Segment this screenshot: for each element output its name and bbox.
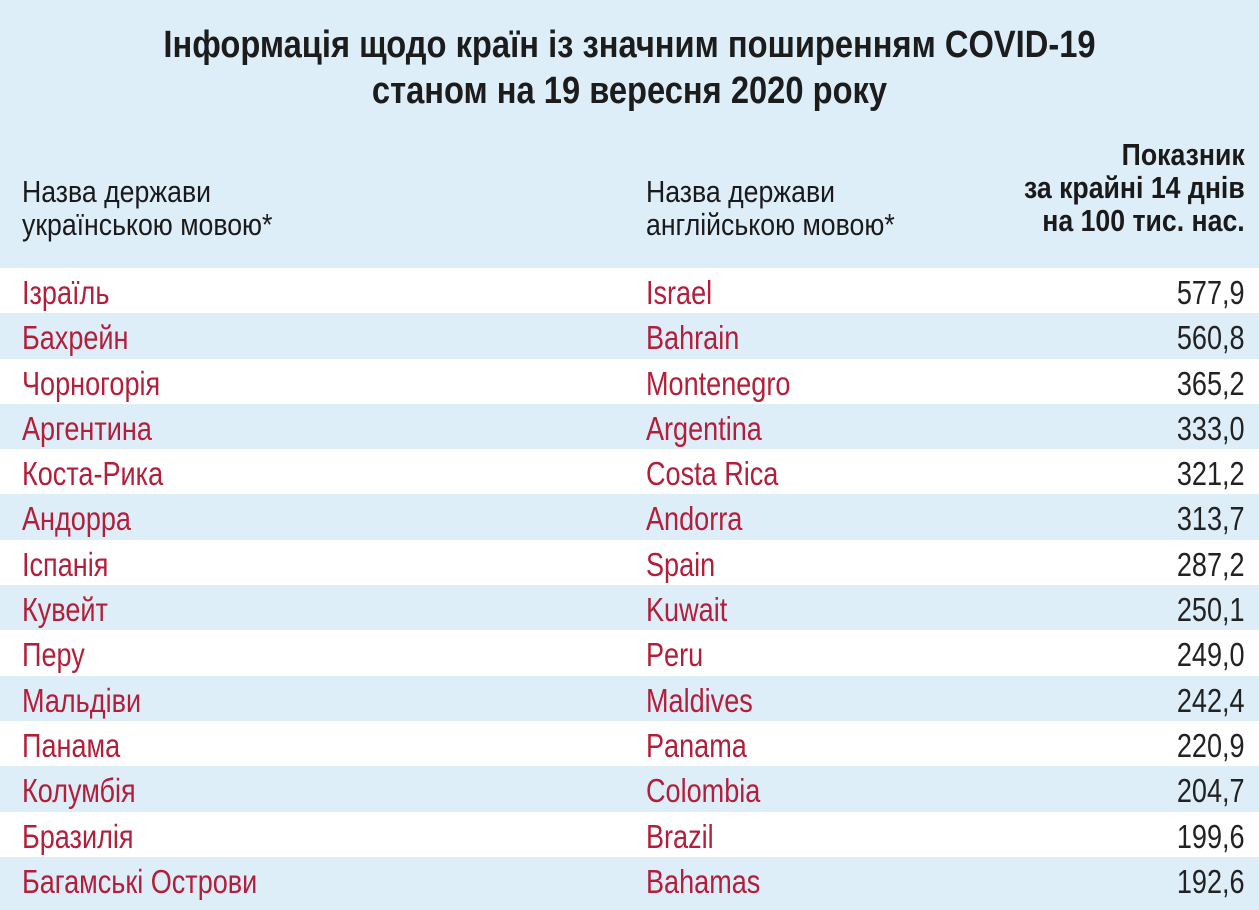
country-english: Montenegro (646, 364, 791, 402)
country-ukrainian: Перу (22, 636, 85, 674)
incidence-value: 560,8 (1177, 319, 1245, 357)
country-ukrainian: Бразилія (22, 817, 134, 855)
header-col-english-line-2: англійською мовою* (646, 207, 895, 242)
table-row: Андорра Andorra 313,7 (0, 494, 1259, 540)
country-english: Brazil (646, 817, 714, 855)
incidence-value: 287,2 (1177, 545, 1245, 583)
country-ukrainian: Бахрейн (22, 319, 129, 357)
country-english: Israel (646, 274, 713, 311)
country-english: Colombia (646, 772, 761, 810)
country-ukrainian: Аргентина (22, 409, 152, 447)
country-ukrainian: Ізраїль (22, 274, 110, 311)
table-row: Кувейт Kuwait 250,1 (0, 585, 1259, 631)
table-row: Бахрейн Bahrain 560,8 (0, 313, 1259, 359)
incidence-value: 199,6 (1177, 817, 1245, 855)
header-col-value-line-2: за крайні 14 днів (1024, 170, 1245, 205)
header-col-ukrainian-line-2: українською мовою* (22, 207, 273, 242)
incidence-value: 250,1 (1177, 591, 1245, 629)
country-english: Andorra (646, 500, 743, 538)
table-body: Ізраїль Israel 577,9 Бахрейн Bahrain 560… (0, 268, 1259, 903)
country-ukrainian: Колумбія (22, 772, 136, 810)
table-row: Чорногорія Montenegro 365,2 (0, 358, 1259, 404)
country-ukrainian: Кувейт (22, 591, 108, 629)
incidence-value: 204,7 (1177, 772, 1245, 810)
incidence-value: 192,6 (1177, 862, 1245, 900)
incidence-value: 321,2 (1177, 455, 1245, 493)
table-row: Колумбія Colombia 204,7 (0, 766, 1259, 812)
incidence-value: 577,9 (1177, 274, 1245, 311)
country-ukrainian: Коста-Рика (22, 455, 164, 493)
table-header: Назва держави українською мовою* Назва д… (0, 138, 1259, 268)
table-row: Ізраїль Israel 577,9 (0, 268, 1259, 314)
header-col-english-line-1: Назва держави (646, 174, 836, 209)
incidence-value: 220,9 (1177, 726, 1245, 764)
header-col-value-line-1: Показник (1121, 137, 1245, 172)
country-ukrainian: Іспанія (22, 545, 109, 583)
country-english: Bahrain (646, 319, 740, 357)
country-ukrainian: Багамські Острови (22, 862, 258, 900)
table-row: Мальдіви Maldives 242,4 (0, 675, 1259, 721)
document-title: Інформація щодо країн із значним поширен… (88, 22, 1171, 114)
country-english: Bahamas (646, 862, 761, 900)
title-line-1: Інформація щодо країн із значним поширен… (163, 24, 1096, 66)
country-english: Kuwait (646, 591, 728, 629)
incidence-value: 333,0 (1177, 409, 1245, 447)
country-ukrainian: Чорногорія (22, 364, 161, 402)
country-english: Panama (646, 726, 747, 764)
incidence-value: 313,7 (1177, 500, 1245, 538)
country-english: Spain (646, 545, 716, 583)
header-col-value: Показник за крайні 14 днів на 100 тис. н… (1024, 138, 1245, 237)
country-ukrainian: Андорра (22, 500, 131, 538)
title-line-2: станом на 19 вересня 2020 року (371, 70, 888, 112)
country-english: Argentina (646, 409, 762, 447)
table-row: Коста-Рика Costa Rica 321,2 (0, 449, 1259, 495)
incidence-value: 365,2 (1177, 364, 1245, 402)
country-ukrainian: Панама (22, 726, 121, 764)
incidence-value: 242,4 (1177, 681, 1245, 719)
country-ukrainian: Мальдіви (22, 681, 142, 719)
table-row: Панама Panama 220,9 (0, 720, 1259, 767)
header-col-ukrainian-line-1: Назва держави (22, 174, 212, 209)
table-row: Іспанія Spain 287,2 (0, 539, 1259, 586)
table-row: Бразилія Brazil 199,6 (0, 811, 1259, 857)
incidence-value: 249,0 (1177, 636, 1245, 674)
table-row: Перу Peru 249,0 (0, 630, 1259, 676)
header-col-value-line-3: на 100 тис. нас. (1042, 203, 1245, 238)
table-row: Аргентина Argentina 333,0 (0, 403, 1259, 450)
table-row: Багамські Острови Bahamas 192,6 (0, 856, 1259, 903)
country-english: Peru (646, 636, 704, 674)
header-col-english: Назва держави англійською мовою* (646, 175, 895, 241)
header-col-ukrainian: Назва держави українською мовою* (22, 175, 272, 241)
country-english: Maldives (646, 681, 753, 719)
country-english: Costa Rica (646, 455, 779, 493)
